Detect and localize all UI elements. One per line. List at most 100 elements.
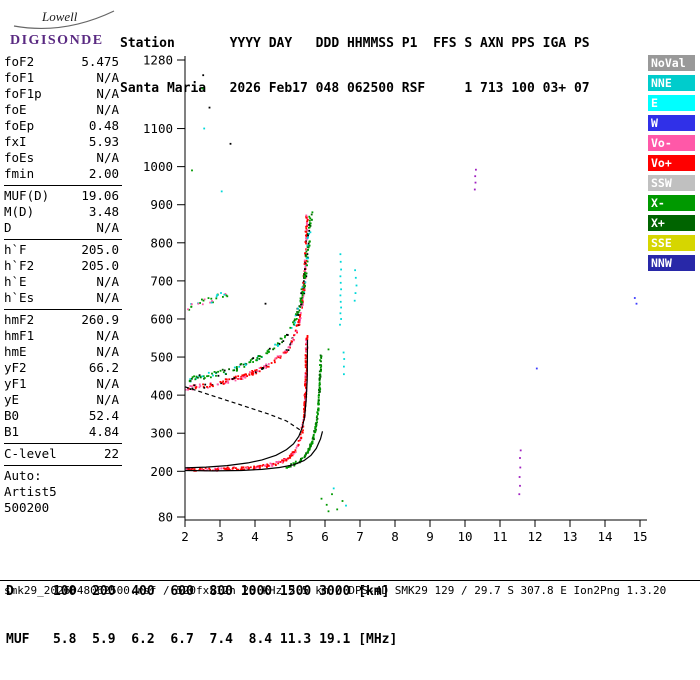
x-tick-label: 9 (426, 529, 434, 544)
param-divider (4, 309, 122, 310)
echo-dot (283, 458, 285, 460)
echo-dot (307, 242, 310, 245)
echo-dot (305, 235, 308, 237)
distance-row: D 100 200 400 600 800 1000 1500 3000 [km… (6, 584, 390, 599)
echo-dot (252, 361, 254, 363)
echo-dot (254, 369, 257, 372)
echo-dot (244, 364, 247, 366)
x-tick-label: 5 (286, 529, 294, 544)
echo-dot (305, 350, 308, 352)
echo-dot (201, 468, 204, 471)
echo-dot (305, 237, 307, 239)
lowell-digisonde-logo: Lowell DIGISONDE (10, 9, 115, 48)
param-value: N/A (96, 290, 119, 305)
echo-dot (244, 362, 247, 365)
echo-dot (227, 380, 229, 383)
echo-dot (318, 378, 321, 380)
echo-dot (253, 466, 256, 469)
logo-company-text: Lowell (41, 9, 78, 24)
echo-dot (248, 467, 250, 469)
y-tick-label: 200 (150, 464, 173, 479)
x-tick-label: 10 (457, 529, 472, 544)
echo-dot (297, 311, 300, 313)
echo-dot (194, 387, 197, 390)
echo-dot (226, 468, 229, 471)
param-row-fxi: fxI 5.93 (4, 134, 122, 150)
echo-dot (312, 437, 315, 440)
echo-status-legend: NoVal NNE E W Vo- Vo+ SSW X- X+ SSE NNW (648, 55, 695, 275)
echo-dot (306, 225, 308, 228)
echo-dot (293, 334, 295, 337)
echo-dot (290, 327, 293, 329)
echo-dot (317, 407, 320, 410)
echo-dot (280, 337, 283, 340)
echo-dot (273, 347, 276, 350)
logo-product-text: DIGISONDE (10, 33, 104, 48)
echo-dot (312, 436, 314, 439)
echo-dot (292, 337, 294, 340)
echo-dot (303, 273, 306, 275)
echo-dot (519, 449, 522, 452)
echo-dot (304, 241, 307, 243)
echo-dot (308, 224, 310, 226)
echo-dot (252, 372, 255, 375)
echo-dot (267, 348, 270, 351)
echo-dot (304, 382, 307, 385)
echo-dot (307, 248, 309, 251)
echo-dot (342, 351, 345, 354)
echo-dot (241, 375, 244, 378)
echo-dot (297, 444, 300, 446)
echo-dot (190, 468, 193, 471)
echo-dot (288, 345, 291, 348)
echo-dot (299, 315, 301, 318)
echo-dot (198, 383, 201, 386)
echo-dot (518, 493, 521, 496)
echo-dot (191, 387, 194, 390)
echo-dot (255, 466, 257, 469)
echo-dot (187, 308, 189, 311)
echo-dot (633, 297, 636, 299)
param-label: h`Es (4, 290, 35, 305)
param-label: D (4, 220, 12, 235)
echo-dot (307, 233, 309, 235)
echo-dot (299, 314, 302, 316)
echo-dot (199, 385, 202, 387)
echo-dot (303, 283, 305, 286)
echo-dot (258, 370, 261, 373)
echo-dot (306, 253, 309, 255)
param-label: foF2 (4, 54, 35, 69)
echo-dot (237, 375, 240, 378)
param-label: yE (4, 392, 20, 407)
echo-dot (305, 262, 307, 265)
echo-dot (296, 330, 298, 333)
echo-dot (474, 181, 477, 184)
echo-dot (301, 431, 304, 434)
echo-dot (252, 371, 254, 373)
echo-dot (314, 430, 317, 433)
echo-dot (339, 275, 342, 278)
echo-dot (203, 127, 206, 130)
echo-dot (242, 466, 245, 469)
echo-dot (195, 375, 198, 378)
echo-dot (265, 367, 267, 369)
echo-dot (332, 487, 335, 490)
param-label: fmin (4, 166, 35, 181)
echo-dot (219, 369, 222, 372)
param-row-b1: B1 4.84 (4, 424, 122, 440)
y-tick-label: 900 (150, 197, 173, 212)
echo-dot (212, 301, 214, 304)
echo-dot (307, 246, 310, 248)
param-label: hmE (4, 344, 27, 359)
param-label: Artist5 (4, 484, 57, 499)
param-row-foep: foEp 0.48 (4, 118, 122, 134)
param-row-500200: 500200 (4, 500, 122, 516)
echo-dot (187, 468, 190, 470)
echo-dot (293, 319, 296, 322)
echo-dot (316, 415, 318, 418)
echo-dot (249, 371, 251, 373)
echo-dot (309, 446, 311, 449)
logo-orbit-arc (13, 10, 115, 30)
echo-dot (301, 292, 304, 295)
echo-dot (224, 378, 227, 381)
echo-dot (336, 508, 339, 511)
